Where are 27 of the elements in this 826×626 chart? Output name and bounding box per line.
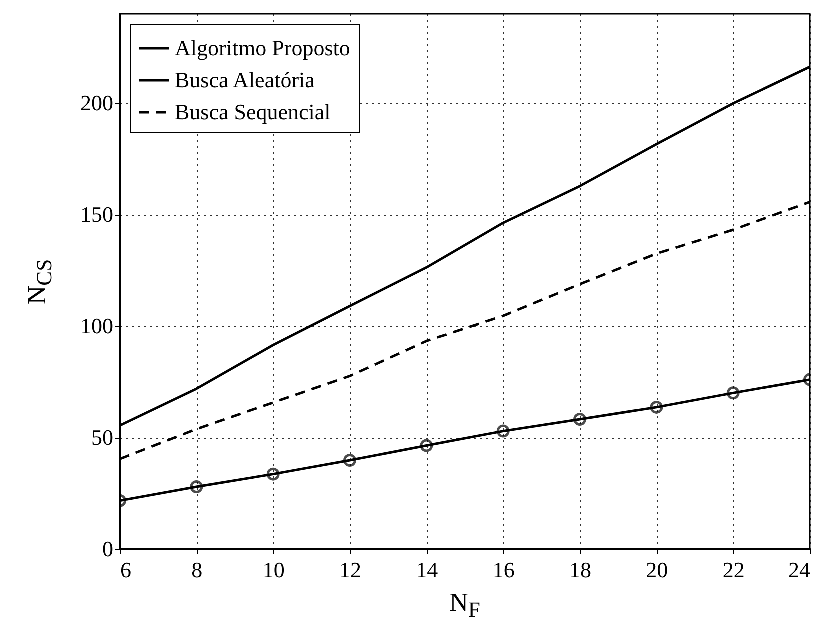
point [266,468,280,481]
y-tick-label: 50 [92,425,114,450]
x-tick-label: 20 [646,558,668,582]
x-axis-title: N$_{F}$ [450,588,480,624]
x-tick-label: 10 [262,558,285,582]
x-tick-label: 24 [788,558,810,582]
y-tick-label: 200 [80,90,114,116]
x-tick-label: 8 [192,558,203,582]
point [420,439,434,452]
legend-label: Busca Aleatória [175,68,316,92]
x-tick-label: 12 [340,558,362,582]
x-tick-label: 6 [120,558,132,582]
point [650,400,664,414]
legend-label: Algoritmo Proposto [175,36,350,60]
x-tick-label: 22 [722,558,745,582]
y-tick-label: 100 [80,314,114,339]
x-tick-label: 16 [492,558,515,582]
point [496,424,510,438]
point [344,454,356,467]
legend-label: Busca Sequencial [175,100,331,124]
x-tick-label: 14 [416,558,438,582]
point [574,413,586,426]
x-tick-label: 18 [570,558,592,582]
y-tick-label: 150 [80,202,114,228]
point [190,480,204,494]
y-tick-label: 0 [102,536,114,562]
point [726,386,740,400]
